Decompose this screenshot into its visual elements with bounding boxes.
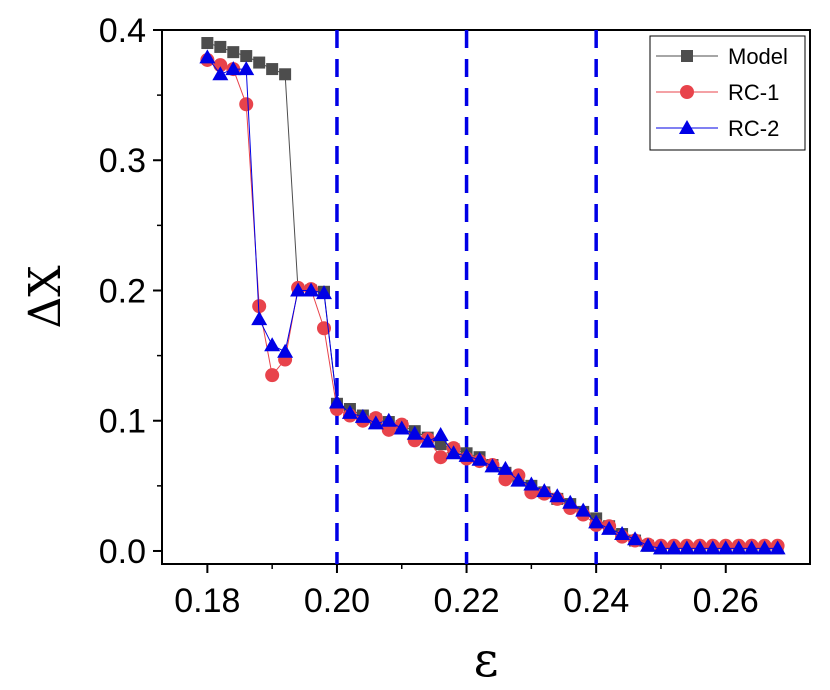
legend-marker (681, 50, 693, 62)
legend-label: RC-2 (728, 116, 779, 141)
square-point (266, 63, 279, 76)
y-tick-label: 0.2 (99, 272, 146, 310)
triangle-point (251, 311, 268, 326)
y-tick-label: 0.3 (99, 142, 146, 180)
y-tick-label: 0.1 (99, 403, 146, 441)
series-rc-2 (199, 49, 786, 555)
y-tick-label: 0.0 (99, 533, 146, 571)
triangle-point (730, 540, 747, 555)
circle-point (498, 472, 513, 487)
y-tick-label: 0.4 (99, 12, 146, 50)
triangle-point (717, 540, 734, 555)
vertical-dashed-lines (335, 30, 598, 564)
triangle-point (445, 445, 462, 460)
circle-point (239, 97, 254, 112)
triangle-point (627, 531, 644, 546)
triangle-point (704, 540, 721, 555)
triangle-point (523, 476, 540, 491)
legend-label: Model (728, 44, 788, 69)
triangle-point (393, 420, 410, 435)
square-point (227, 46, 240, 59)
triangle-point (432, 427, 449, 442)
triangle-point (290, 282, 307, 297)
triangle-point (471, 451, 488, 466)
x-tick-label: 0.26 (693, 582, 759, 620)
triangle-point (419, 433, 436, 448)
triangle-point (601, 520, 618, 535)
triangle-point (614, 526, 631, 541)
y-axis-title: ΔX (20, 265, 71, 329)
triangle-point (380, 412, 397, 427)
square-point (253, 56, 266, 69)
triangle-point (341, 404, 358, 419)
triangle-point (588, 514, 605, 529)
triangle-point (510, 472, 527, 487)
triangle-point (316, 285, 332, 300)
circle-point (265, 368, 280, 383)
triangle-point (691, 540, 708, 555)
x-tick-label: 0.22 (433, 582, 499, 620)
triangle-point (536, 483, 553, 498)
circle-point (213, 58, 228, 73)
triangle-point (328, 394, 345, 409)
x-tick-label: 0.20 (304, 582, 370, 620)
triangle-point (484, 458, 501, 473)
triangle-point (678, 540, 695, 555)
x-axis-title: ε (474, 632, 499, 688)
axis-ticks: 0.18 0.20 0.22 0.24 0.26 0.0 0.1 0.2 0.3 0.4 (99, 12, 759, 620)
triangle-point (652, 540, 669, 555)
square-point (201, 37, 214, 50)
triangle-point (640, 537, 656, 552)
legend: Model RC-1 RC-2 (649, 35, 806, 151)
triangle-point (756, 540, 773, 555)
triangle-point (367, 415, 384, 430)
triangle-point (212, 66, 229, 81)
legend-marker (679, 120, 695, 134)
legend-marker (680, 85, 694, 99)
square-point (240, 50, 253, 63)
legend-label: RC-1 (728, 80, 779, 105)
triangle-point (354, 408, 371, 423)
series-layer (199, 37, 786, 555)
triangle-point (497, 460, 514, 475)
triangle-point (264, 337, 281, 352)
triangle-point (458, 447, 475, 462)
triangle-point (743, 540, 760, 555)
triangle-point (303, 282, 320, 297)
x-tick-label: 0.18 (174, 582, 240, 620)
plot-frame (161, 29, 811, 565)
circle-point (433, 450, 448, 465)
triangle-point (575, 502, 592, 517)
triangle-point (665, 540, 682, 555)
legend-box (649, 35, 806, 151)
triangle-point (562, 494, 579, 509)
square-point (434, 438, 447, 451)
triangle-point (238, 61, 255, 76)
triangle-point (277, 343, 294, 358)
triangle-point (769, 540, 786, 555)
triangle-point (549, 488, 566, 503)
square-point (214, 40, 227, 53)
triangle-point (406, 425, 423, 440)
circle-point (252, 299, 267, 314)
triangle-point (225, 61, 242, 76)
square-point (279, 68, 292, 81)
triangle-point (199, 49, 216, 64)
x-tick-label: 0.24 (563, 582, 629, 620)
